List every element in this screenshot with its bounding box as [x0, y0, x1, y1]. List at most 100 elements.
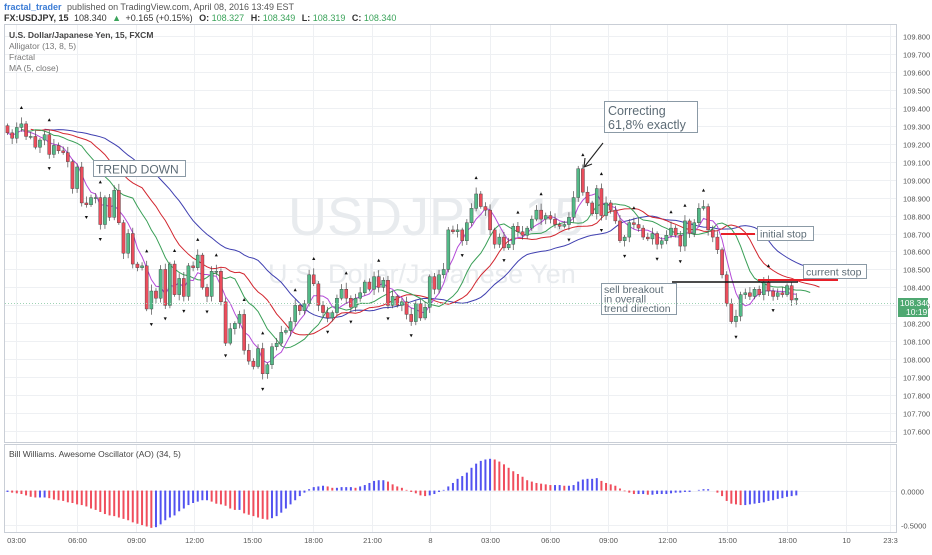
annotation-sell-breakout[interactable]: sell breakout in overall trend direction	[601, 283, 677, 316]
candle-body	[511, 226, 516, 245]
candle-bear	[223, 297, 228, 347]
candle-body	[172, 263, 177, 295]
symbol-line: FX:USDJPY, 15 108.340 ▲ +0.165 (+0.15%) …	[4, 13, 396, 23]
candle-body	[557, 224, 562, 227]
symbol-label[interactable]: FX:USDJPY, 15	[4, 13, 69, 23]
candle-bear	[5, 123, 10, 136]
annotation-current-stop[interactable]: current stop	[803, 264, 867, 279]
price-tick-label: 107.700	[903, 410, 930, 419]
fractal-markers	[19, 105, 775, 391]
change-arrow: ▲	[112, 13, 121, 23]
candle-body	[84, 202, 89, 205]
candle-bear	[553, 213, 557, 229]
candle-body	[219, 271, 223, 303]
candle-body	[502, 236, 506, 249]
candle-bear	[66, 146, 70, 168]
time-axis[interactable]: 03:00 06:00 09:00 12:00 15:00 18:00 21:00 8 03:0…	[7, 536, 898, 545]
candle-bull	[284, 327, 288, 335]
candle-bear	[70, 159, 75, 194]
candle-body	[89, 197, 93, 205]
candle-body	[200, 254, 205, 288]
candle-bull	[307, 269, 311, 307]
candle-bear	[710, 225, 715, 243]
candle-body	[186, 265, 191, 297]
price-tick-label: 107.900	[903, 374, 930, 383]
candle-body	[437, 274, 441, 290]
candle-bull	[465, 219, 469, 246]
candle-bull	[89, 194, 93, 207]
open-label: O:	[199, 13, 209, 23]
candle-body	[650, 233, 655, 240]
candle-bull	[525, 225, 529, 239]
candle-body	[353, 298, 358, 308]
candle-body	[692, 222, 697, 234]
candle-bear	[641, 225, 645, 240]
price-tick-label: 109.700	[903, 51, 930, 60]
legend-alligator[interactable]: Alligator (13, 8, 5)	[9, 41, 76, 51]
alligator-lips-line	[21, 128, 811, 349]
candle-bull	[701, 200, 706, 211]
open-value: 108.327	[212, 13, 245, 23]
candle-bear	[488, 204, 492, 235]
legend-fractal[interactable]: Fractal	[9, 52, 35, 62]
candle-bear	[748, 287, 752, 301]
candle-bull	[390, 290, 395, 309]
candle-body	[246, 350, 251, 362]
candle-bull	[293, 299, 297, 327]
price-tick-label: 109.200	[903, 141, 930, 150]
annotation-initial-stop[interactable]: initial stop	[757, 226, 814, 241]
candle-bear	[135, 261, 140, 272]
candle-body	[525, 227, 529, 236]
candle-body	[594, 188, 599, 214]
candle-body	[427, 276, 432, 308]
time-tick-label: 8	[428, 536, 432, 545]
oscillator-axis[interactable]: 0.0000 -0.5000	[901, 488, 926, 531]
candle-bear	[757, 285, 761, 297]
candle-body	[103, 197, 107, 225]
candle-body	[683, 220, 687, 247]
candle-body	[618, 220, 622, 241]
candle-bear	[344, 282, 349, 304]
candle-bull	[571, 191, 576, 223]
candle-body	[154, 290, 158, 299]
candle-body	[451, 229, 455, 232]
initial-stop-label: initial stop	[760, 229, 807, 241]
price-axis[interactable]: 109.800 109.700 109.600 109.500 109.400 109.3…	[903, 33, 930, 437]
candle-body	[404, 301, 409, 315]
price-tick-label: 108.600	[903, 248, 930, 257]
candle-body	[149, 290, 154, 310]
time-tick-label: 15:00	[243, 536, 262, 545]
candle-body	[70, 161, 75, 189]
candle-bear	[789, 282, 794, 306]
candle-body	[42, 134, 47, 141]
candle-body	[223, 301, 228, 344]
candle-body	[757, 289, 761, 295]
candle-bear	[251, 358, 256, 370]
candle-bull	[270, 343, 274, 370]
fractal-down-marker	[623, 254, 627, 258]
annotation-correcting[interactable]: Correcting 61,8% exactly	[604, 101, 698, 133]
candle-body	[195, 254, 200, 268]
candle-bear	[260, 342, 265, 380]
candle-bear	[205, 283, 209, 303]
candle-bull	[381, 277, 386, 292]
candle-body	[38, 139, 42, 148]
candle-bear	[367, 278, 372, 292]
candle-body	[307, 274, 311, 304]
candle-bull	[186, 262, 191, 301]
candle-bull	[195, 249, 200, 271]
candle-body	[701, 206, 706, 209]
candle-bull	[455, 224, 460, 238]
legend-ma[interactable]: MA (5, close)	[9, 63, 59, 73]
candle-bull	[567, 212, 571, 231]
candle-body	[548, 215, 553, 220]
candle-bull	[543, 212, 548, 225]
candles	[5, 117, 799, 380]
annotation-trend-down[interactable]: TREND DOWN	[93, 160, 186, 177]
author-link[interactable]: fractal_trader	[4, 2, 62, 12]
candle-body	[390, 296, 395, 306]
candle-bear	[144, 260, 149, 312]
candle-body	[608, 202, 613, 211]
candle-bear	[451, 225, 455, 234]
price-tick-label: 108.100	[903, 338, 930, 347]
